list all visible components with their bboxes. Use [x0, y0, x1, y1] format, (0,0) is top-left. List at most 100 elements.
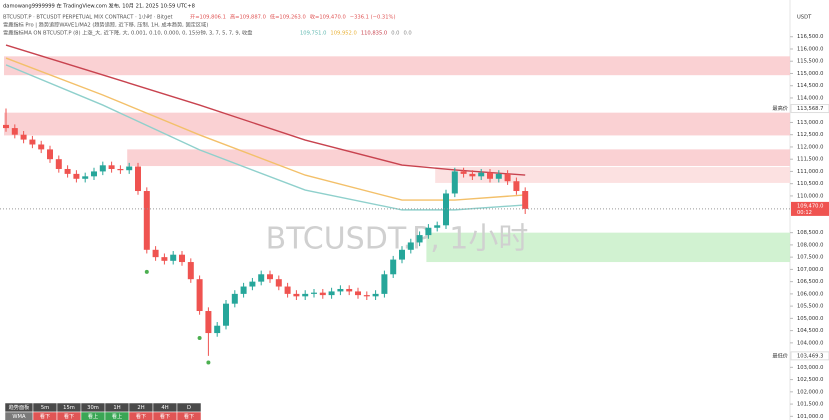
table-text: 5m: [41, 405, 49, 411]
candle-body: [328, 291, 335, 296]
candle-body: [284, 286, 291, 294]
candle-body: [407, 242, 414, 250]
price-marker-box: [790, 351, 829, 361]
table-text: 2H: [137, 405, 144, 411]
price-marker-box: [790, 104, 829, 114]
y-tick-label: 102,500.0: [797, 377, 823, 383]
candle-body: [179, 254, 185, 263]
candle-body: [29, 139, 36, 145]
ohlc-value: −336.1 (−0.31%): [350, 15, 396, 21]
ma-value: 0.0: [403, 31, 411, 37]
y-tick-label: 101,500.0: [797, 402, 823, 408]
table-text: 看上: [112, 412, 122, 420]
candle-body: [205, 311, 212, 334]
ohlc-value: 低=109,263.0: [270, 13, 306, 21]
y-tick-label: 114,000.0: [797, 95, 823, 101]
table-text: WMA: [12, 414, 26, 420]
candle-body: [319, 292, 326, 296]
y-tick-label: 101,000.0: [797, 414, 823, 420]
table-text: 4H: [161, 405, 168, 411]
candle-body: [495, 173, 502, 179]
candle-body: [522, 191, 529, 209]
candle-body: [372, 293, 379, 297]
candle-body: [399, 249, 405, 260]
ohlc-value: 开=109,806.1: [190, 14, 226, 21]
y-tick-label: 107,500.0: [797, 255, 823, 261]
candle-body: [293, 293, 300, 297]
ma-value: 109,751.0: [300, 31, 326, 37]
candle-body: [249, 281, 256, 287]
candle-body: [478, 172, 485, 177]
candle-body: [381, 274, 388, 294]
y-tick-label: 116,500.0: [797, 34, 823, 40]
candle-body: [311, 292, 317, 294]
candle-body: [143, 191, 150, 250]
candle-body: [443, 193, 449, 226]
y-tick-label: 116,000.0: [797, 46, 823, 52]
candle-body: [161, 257, 168, 261]
candle-body: [55, 159, 62, 169]
ma-line: [5, 64, 526, 211]
y-tick-label: 105,500.0: [797, 304, 823, 310]
last-price-box: [791, 201, 829, 216]
price-marker-label: 最低价: [772, 351, 788, 359]
ohlc-value: 高=109,887.0: [230, 13, 266, 21]
y-tick-label: 108,500.0: [797, 230, 823, 236]
candle-body: [91, 171, 97, 177]
y-tick-label: 102,000.0: [797, 389, 823, 395]
y-tick-label: 113,000.0: [797, 120, 823, 126]
zone: [426, 232, 790, 263]
candle-body: [152, 249, 159, 258]
candle-body: [267, 274, 273, 280]
table-text: 看下: [160, 412, 170, 420]
y-tick-label: 112,000.0: [797, 144, 823, 150]
y-tick-label: 115,500.0: [797, 59, 823, 65]
candle-body: [487, 172, 493, 179]
table-text: 1H: [113, 405, 120, 411]
candle-body: [64, 168, 71, 174]
candle-body: [390, 259, 397, 275]
price-marker-value: 113,568.7: [797, 106, 823, 112]
candle-body: [240, 286, 247, 294]
candle-body: [346, 288, 353, 292]
candle-body: [108, 165, 115, 169]
ma-line: 雪鹿指标MA ON BTCUSDT.P (8) 上涨_大, 近下降, 大, 0.…: [3, 29, 252, 37]
y-tick-label: 107,000.0: [797, 267, 823, 273]
zone: [435, 167, 790, 183]
y-tick-label: 110,000.0: [797, 193, 823, 199]
signal-dot: [206, 360, 211, 365]
candle-body: [460, 171, 467, 174]
candle-body: [469, 173, 476, 177]
candle-body: [223, 303, 229, 326]
candle-body: [258, 274, 265, 282]
y-tick-label: 106,500.0: [797, 279, 823, 285]
y-tick-label: 111,000.0: [797, 169, 823, 175]
table-cell: [176, 411, 202, 420]
y-tick-label: 115,000.0: [797, 71, 823, 77]
candle-body: [47, 149, 53, 160]
signal-dot: [197, 335, 202, 340]
table-text: D: [187, 405, 191, 411]
candle-body: [170, 254, 177, 261]
ma-value: 0.0: [391, 31, 399, 37]
y-tick-label: 114,500.0: [797, 83, 823, 89]
candle-body: [275, 279, 282, 287]
candle-body: [214, 325, 221, 334]
y-tick-label: 108,000.0: [797, 242, 823, 248]
candle-body: [504, 173, 511, 182]
last-price-label: 109,470.0: [797, 203, 823, 209]
candle-body: [73, 173, 80, 179]
y-tick-label: 103,000.0: [797, 365, 823, 371]
candle-body: [425, 227, 432, 236]
axis-unit: USDT: [797, 15, 812, 21]
symbol-line: BTCUSDT.P · BTCUSDT PERPETUAL MIX CONTRA…: [3, 13, 173, 21]
price-marker-value: 103,469.3: [797, 353, 823, 359]
indicator-line: 雪鹿指标 Pro | 趋势追踪WAVE1/MA2 (趋势追踪, 近下移, 压制,…: [3, 21, 208, 29]
price-marker-label: 最高价: [772, 104, 788, 112]
candle-body: [513, 181, 520, 192]
candle-body: [302, 293, 309, 297]
ma-value: 109,952.0: [330, 31, 356, 37]
candle-body: [337, 288, 344, 292]
table-text: 看下: [184, 412, 194, 420]
candle-body: [434, 225, 441, 228]
